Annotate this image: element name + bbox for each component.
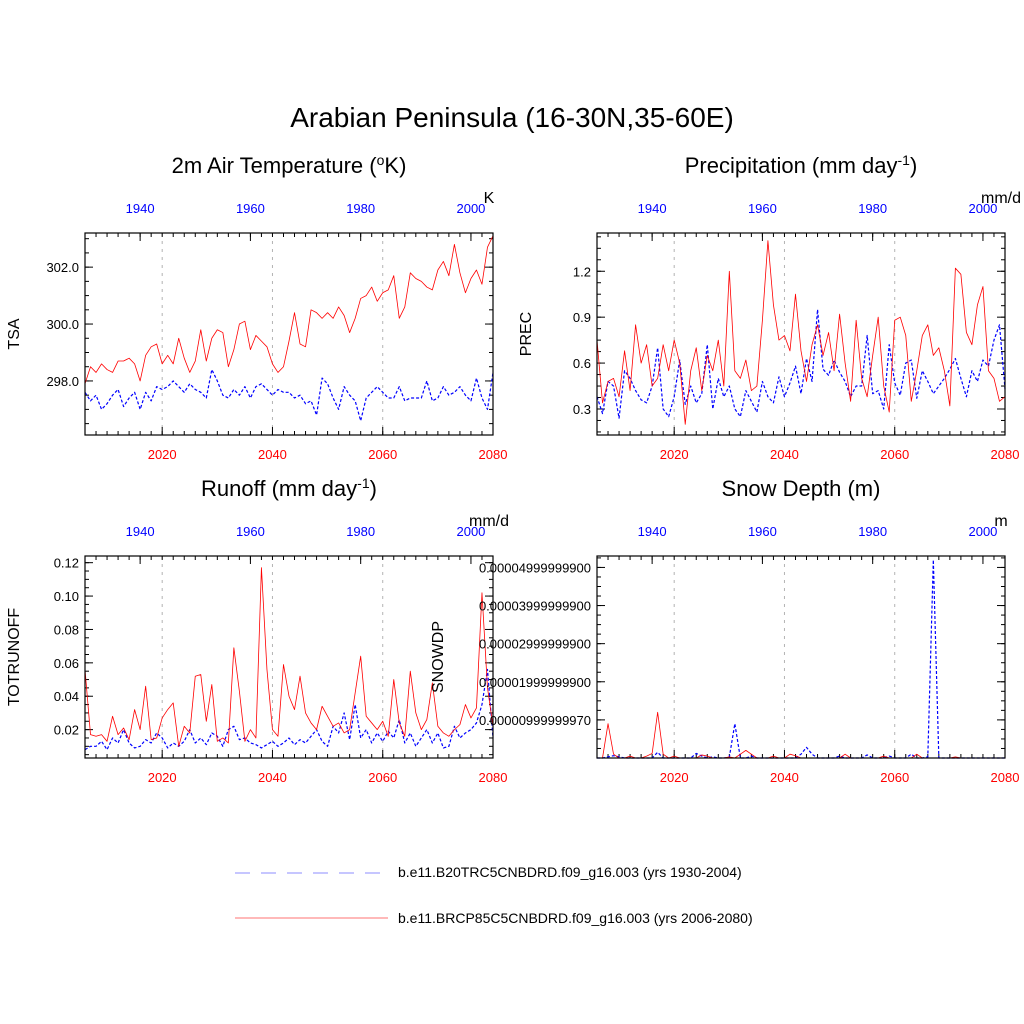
x-top-tick-label: 1940	[638, 524, 667, 539]
x-tick-label: 2040	[770, 770, 799, 785]
x-top-tick-label: 2000	[968, 524, 997, 539]
x-tick-label: 2020	[148, 447, 177, 462]
x-tick-label: 2020	[148, 770, 177, 785]
y-tick-label: 1.2	[573, 264, 591, 279]
series-line-future	[84, 235, 494, 384]
x-tick-label: 2080	[479, 447, 508, 462]
x-top-tick-label: 1940	[126, 201, 155, 216]
x-tick-label: 2040	[770, 447, 799, 462]
x-tick-label: 2080	[479, 770, 508, 785]
y-tick-label: 0.00003999999900	[479, 599, 591, 614]
y-tick-label: 0.00002999999900	[479, 637, 591, 652]
figure-title: Arabian Peninsula (16-30N,35-60E)	[290, 102, 734, 133]
y-tick-label: 0.3	[573, 402, 591, 417]
y-axis-label: TSA	[6, 318, 23, 349]
legend-label-future: b.e11.BRCP85C5CNBDRD.f09_g16.003 (yrs 20…	[398, 910, 753, 926]
x-tick-label: 2040	[258, 770, 287, 785]
x-top-tick-label: 1980	[346, 201, 375, 216]
x-tick-label: 2060	[880, 447, 909, 462]
plot-frame	[596, 555, 1006, 759]
y-axis-label: PREC	[518, 312, 535, 356]
y-tick-label: 0.08	[54, 622, 79, 637]
x-top-tick-label: 2000	[968, 201, 997, 216]
x-top-tick-label: 1960	[236, 524, 265, 539]
x-tick-label: 2060	[368, 447, 397, 462]
y-tick-label: 0.12	[54, 556, 79, 571]
x-top-tick-label: 1980	[346, 524, 375, 539]
series-line-historical	[597, 559, 1005, 759]
y-tick-label: 0.10	[54, 589, 79, 604]
y-tick-label: 0.6	[573, 356, 591, 371]
units-label: mm/d	[981, 190, 1021, 207]
panel-title: Snow Depth (m)	[722, 476, 881, 501]
panel-title: Precipitation (mm day-1)	[685, 152, 918, 178]
legend: b.e11.B20TRC5CNBDRD.f09_g16.003 (yrs 193…	[235, 864, 753, 926]
x-tick-label: 2020	[660, 770, 689, 785]
plot-frame	[84, 555, 494, 759]
x-top-tick-label: 2000	[456, 201, 485, 216]
y-tick-label: 0.00001999999900	[479, 675, 591, 690]
series-line-historical	[596, 308, 1006, 419]
x-tick-label: 2060	[880, 770, 909, 785]
y-tick-label: 302.0	[46, 260, 79, 275]
y-tick-label: 298.0	[46, 374, 79, 389]
units-label: K	[484, 190, 495, 207]
y-axis-label: SNOWDP	[430, 621, 447, 693]
y-tick-label: 0.00000999999970	[479, 713, 591, 728]
panel-tsa: 2m Air Temperature (oK) K TSA 2020 2040 2060 2…	[6, 152, 507, 462]
x-tick-label: 2040	[258, 447, 287, 462]
series-line-future	[84, 567, 494, 747]
x-top-tick-label: 1960	[236, 201, 265, 216]
panel-title: 2m Air Temperature (oK)	[172, 152, 407, 178]
x-tick-label: 2060	[368, 770, 397, 785]
y-axis-label: TOTRUNOFF	[6, 608, 23, 707]
x-tick-label: 2080	[991, 770, 1020, 785]
y-tick-label: 0.06	[54, 656, 79, 671]
x-top-tick-label: 1940	[126, 524, 155, 539]
panel-prec: Precipitation (mm day-1) mm/d PREC 2020 2040…	[518, 152, 1021, 462]
x-tick-label: 2080	[991, 447, 1020, 462]
units-label: mm/d	[469, 513, 509, 530]
series-line-historical	[84, 668, 494, 751]
plot-frame	[596, 232, 1006, 436]
x-top-tick-label: 1980	[858, 524, 887, 539]
x-top-tick-label: 2000	[456, 524, 485, 539]
legend-label-historical: b.e11.B20TRC5CNBDRD.f09_g16.003 (yrs 193…	[398, 864, 742, 880]
plot-frame	[84, 232, 494, 436]
x-top-tick-label: 1960	[748, 524, 777, 539]
y-tick-label: 0.04	[54, 689, 79, 704]
y-tick-label: 0.02	[54, 723, 79, 738]
panel-title: Runoff (mm day-1)	[201, 475, 377, 501]
y-tick-label: 0.9	[573, 310, 591, 325]
x-tick-label: 2020	[660, 447, 689, 462]
y-tick-label: 300.0	[46, 317, 79, 332]
panel-runoff: Runoff (mm day-1) mm/d TOTRUNOFF 2020 2040 20…	[6, 475, 509, 785]
x-top-tick-label: 1980	[858, 201, 887, 216]
units-label: m	[994, 513, 1007, 530]
x-top-tick-label: 1960	[748, 201, 777, 216]
series-line-future	[596, 240, 1006, 425]
x-top-tick-label: 1940	[638, 201, 667, 216]
y-tick-label: 0.00004999999900	[479, 560, 591, 575]
panel-snowdp: Snow Depth (m) m SNOWDP 2020 2040 2060 2080 194…	[430, 476, 1019, 785]
series-line-historical	[84, 368, 494, 422]
